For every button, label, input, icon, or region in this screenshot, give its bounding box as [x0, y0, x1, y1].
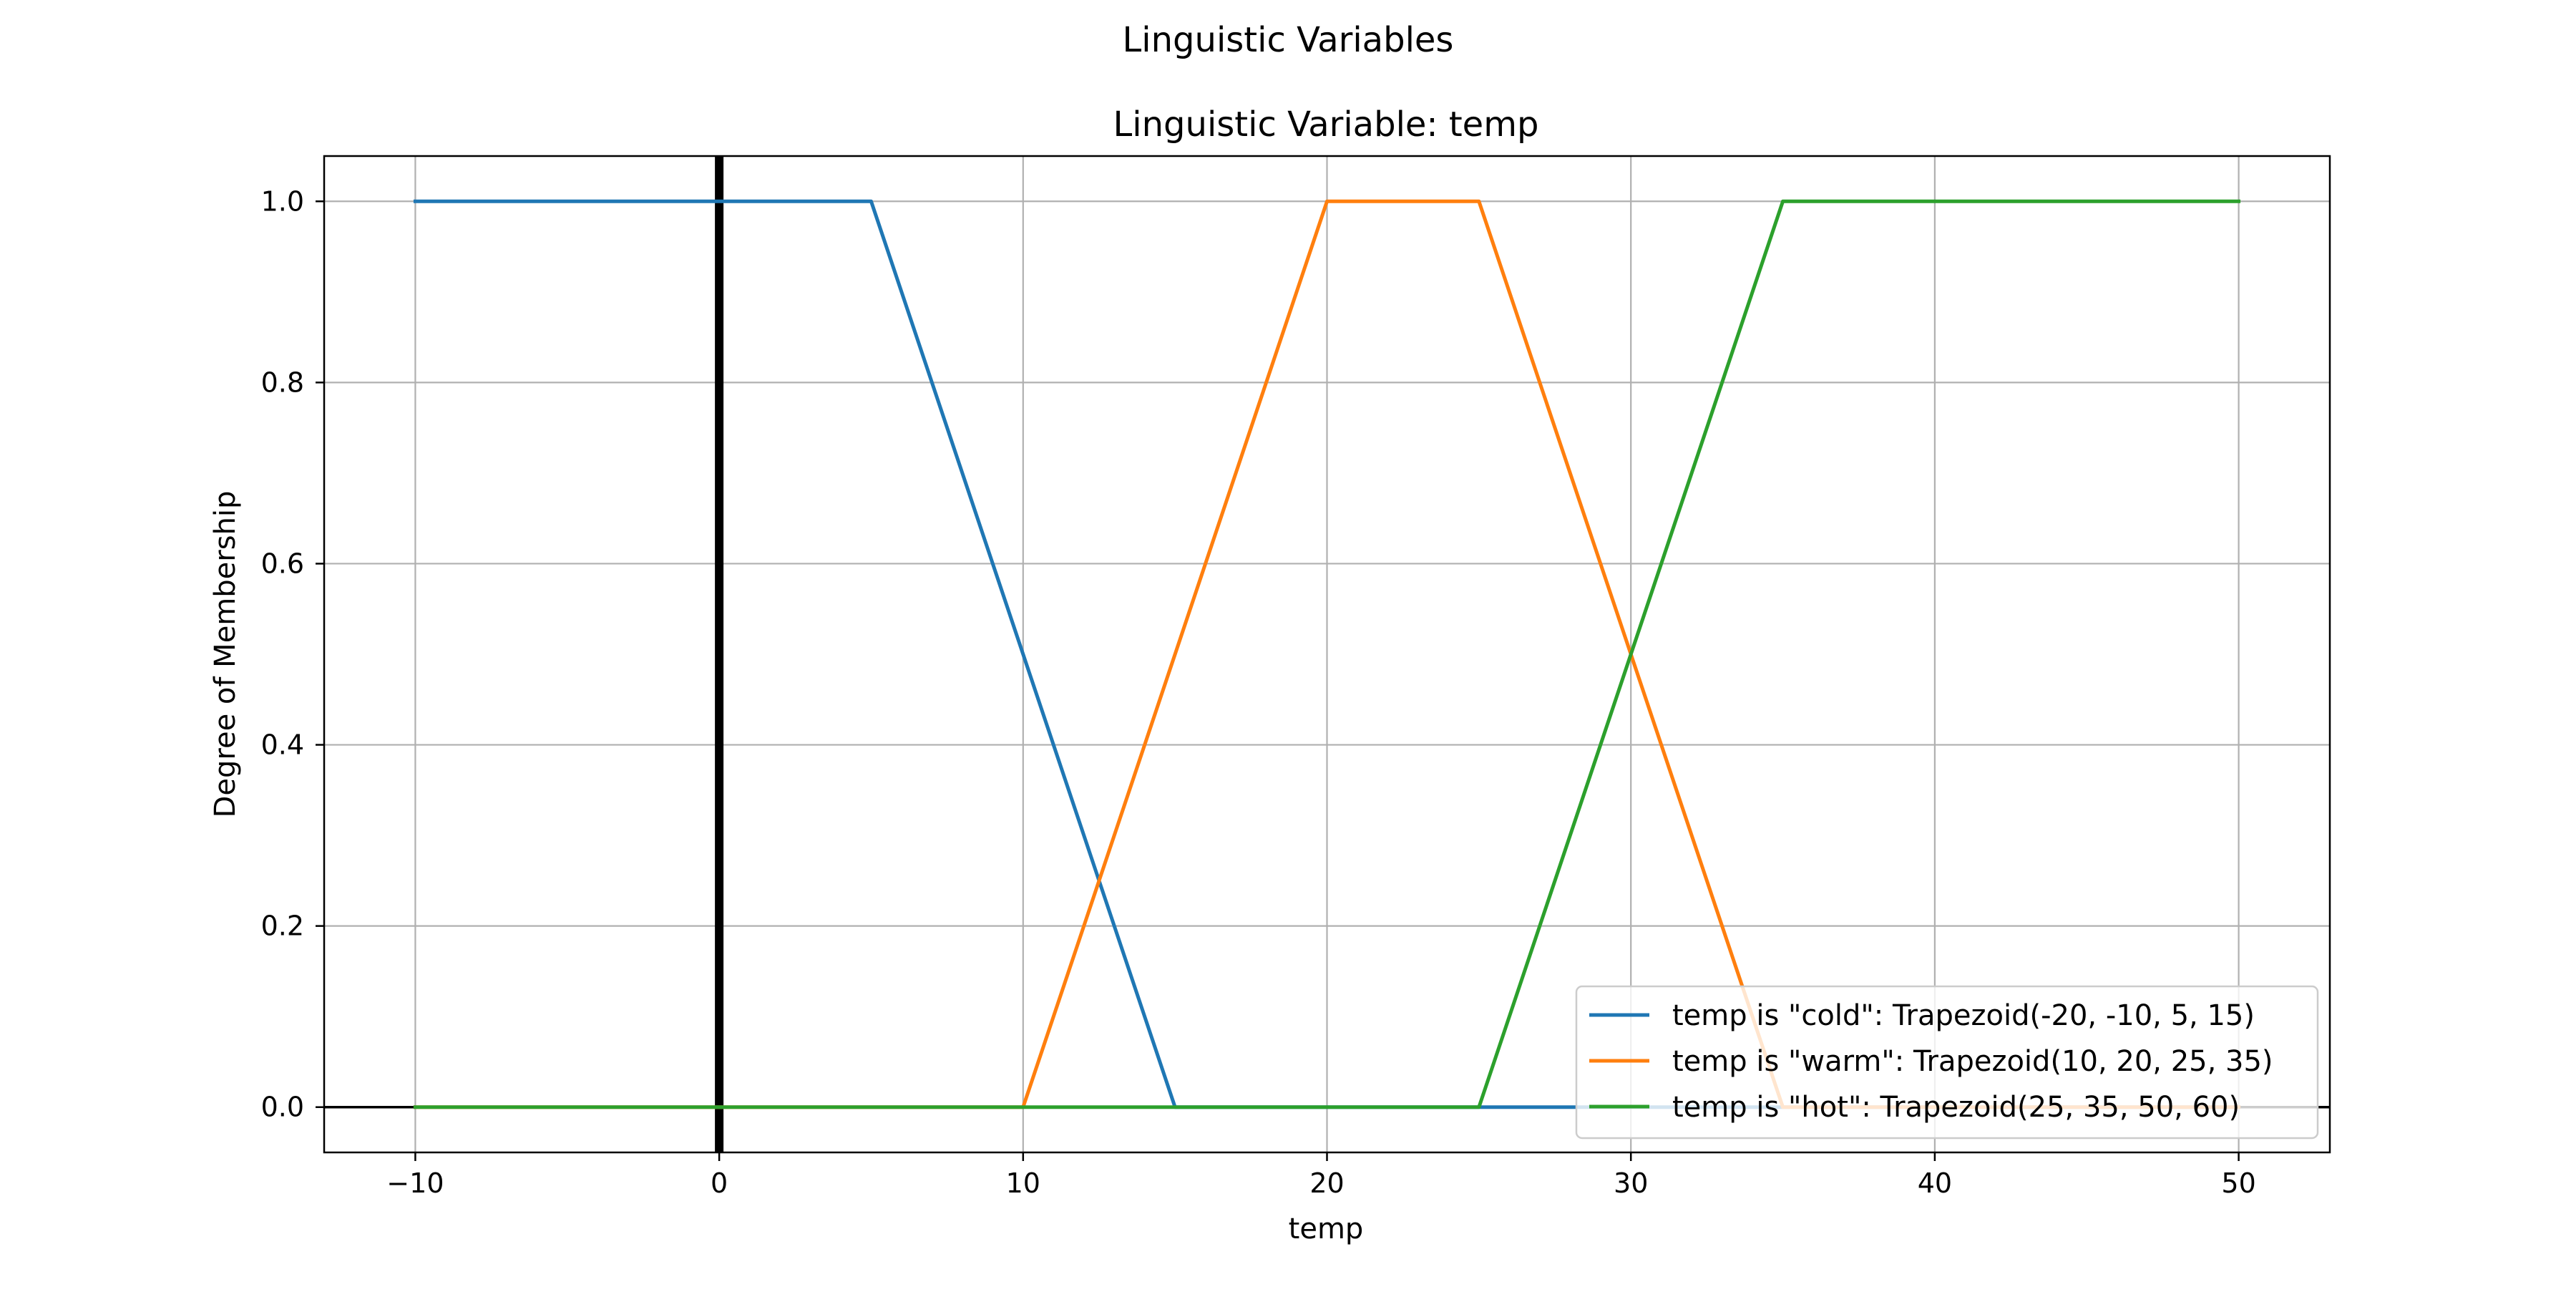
y-tick-label: 0.2: [261, 910, 304, 942]
chart-title: Linguistic Variable: temp: [1113, 105, 1539, 145]
y-tick-label: 0.4: [261, 729, 304, 761]
y-tick-label: 0.0: [261, 1092, 304, 1123]
y-axis-label: Degree of Membership: [209, 491, 242, 818]
legend-box: [1575, 985, 2319, 1140]
x-tick-label: 40: [1918, 1167, 1952, 1199]
figure-suptitle: Linguistic Variables: [1123, 20, 1454, 60]
legend: temp is "cold": Trapezoid(-20, -10, 5, 1…: [1575, 985, 2319, 1140]
series-line-3: [413, 199, 2241, 1109]
x-tick-label: 10: [1006, 1167, 1040, 1199]
x-axis-label: temp: [1289, 1213, 1364, 1245]
y-tick-label: 0.6: [261, 548, 304, 579]
x-tick-label: 50: [2221, 1167, 2255, 1199]
legend-entry-1: temp is "cold": Trapezoid(-20, -10, 5, 1…: [1672, 999, 2255, 1032]
x-tick-label: 20: [1309, 1167, 1344, 1199]
y-tick-label: 1.0: [261, 185, 304, 217]
x-tick-label: 30: [1614, 1167, 1648, 1199]
x-axis-ticks: −10 0 10 20 30 40 50: [386, 1152, 2256, 1199]
y-axis-ticks: 0.0 0.2 0.4 0.6 0.8 1.0: [261, 185, 324, 1123]
x-tick-label: 0: [711, 1167, 728, 1199]
legend-entry-2: temp is "warm": Trapezoid(10, 20, 25, 35…: [1672, 1045, 2273, 1078]
legend-entry-3: temp is "hot": Trapezoid(25, 35, 50, 60): [1672, 1091, 2240, 1124]
y-tick-label: 0.8: [261, 366, 304, 398]
x-tick-label: −10: [386, 1167, 444, 1199]
